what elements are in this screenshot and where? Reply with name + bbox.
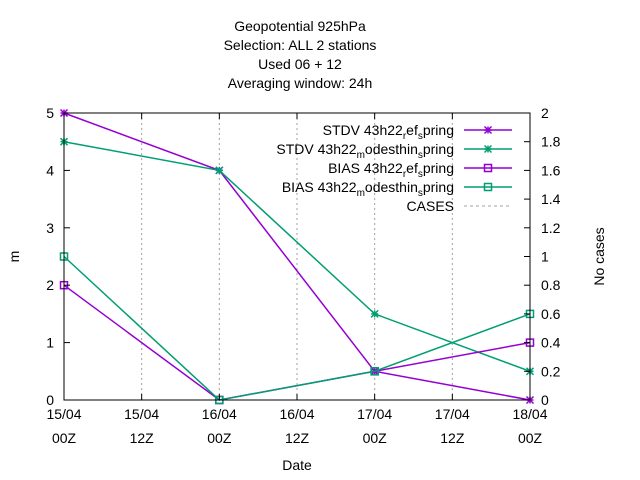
x-tick-label-date: 15/04 <box>124 406 159 422</box>
legend-label-subscript: s <box>418 150 423 161</box>
x-axis: 15/04 00Z 15/04 12Z 16/04 00Z 16/04 12Z 17/04 00Z… <box>46 113 548 446</box>
legend-label-part: CASES <box>407 198 454 214</box>
y-tick-label: 3 <box>46 220 54 236</box>
data-point <box>370 309 379 318</box>
x-tick-label-hour: 12Z <box>440 430 465 446</box>
y2-tick-label: 1.8 <box>541 134 561 150</box>
x-tick-label-date: 18/04 <box>512 406 547 422</box>
y2-tick-label: 0.4 <box>541 335 561 351</box>
y-axis-right: 0 0.2 0.4 0.6 0.8 1 1.2 1.4 1.6 1.8 2 <box>524 105 561 408</box>
legend-label-part: STDV 43h22 <box>276 141 356 157</box>
x-tick-label-hour: 00Z <box>363 430 388 446</box>
legend-label-subscript: s <box>418 169 423 180</box>
legend-label-subscript: m <box>357 188 365 199</box>
legend-label-part: pring <box>423 122 454 138</box>
x-tick-label-date: 16/04 <box>279 406 314 422</box>
y2-tick-label: 0.8 <box>541 277 561 293</box>
legend-label-subscript: r <box>403 169 407 180</box>
legend-label-part: odesthin <box>365 141 418 157</box>
legend-label-part: ef <box>406 122 418 138</box>
legend-label: CASES <box>407 198 454 214</box>
data-point <box>215 166 224 175</box>
x-tick-label-hour: 00Z <box>518 430 543 446</box>
legend-label-subscript: r <box>403 131 407 142</box>
legend-label-part: pring <box>423 141 454 157</box>
chart-title: Geopotential 925hPa Selection: ALL 2 stat… <box>224 18 377 91</box>
legend-label: STDV 43h22modesthinspring <box>276 141 454 161</box>
x-tick-label-hour: 12Z <box>130 430 155 446</box>
title-line: Used 06 + 12 <box>258 56 342 72</box>
title-line: Averaging window: 24h <box>228 75 373 91</box>
y2-axis-label: No cases <box>591 227 607 285</box>
data-point <box>370 367 379 376</box>
x-tick-label-date: 15/04 <box>46 406 81 422</box>
x-axis-label: Date <box>282 457 312 473</box>
y-axis-left: 0 1 2 3 4 5 <box>46 105 70 408</box>
y-tick-label: 5 <box>46 105 54 121</box>
x-tick-label-hour: 00Z <box>52 430 77 446</box>
y2-tick-label: 1.6 <box>541 162 561 178</box>
legend-label-part: ef <box>406 160 418 176</box>
y2-tick-label: 0.2 <box>541 363 561 379</box>
y2-tick-label: 1 <box>541 249 549 265</box>
y-tick-label: 4 <box>46 162 54 178</box>
x-tick-label-date: 17/04 <box>435 406 470 422</box>
legend-label-subscript: m <box>357 150 365 161</box>
y-axis-label: m <box>6 251 22 263</box>
y2-tick-label: 0.6 <box>541 306 561 322</box>
x-tick-label-hour: 12Z <box>285 430 310 446</box>
legend-label-subscript: s <box>418 131 423 142</box>
legend-label: BIAS 43h22modesthinspring <box>282 179 454 199</box>
legend-label: BIAS 43h22refspring <box>328 160 454 180</box>
series-lines <box>59 108 535 405</box>
legend-label-part: STDV 43h22 <box>323 122 403 138</box>
y-tick-label: 2 <box>46 277 54 293</box>
legend-label-part: odesthin <box>365 179 418 195</box>
legend-label-part: pring <box>423 179 454 195</box>
legend-marker <box>483 144 493 154</box>
legend-marker <box>483 125 493 135</box>
legend-label-part: BIAS 43h22 <box>282 179 357 195</box>
series-line <box>63 255 531 401</box>
y2-tick-label: 2 <box>541 105 549 121</box>
y-tick-label: 1 <box>46 335 54 351</box>
series-line <box>63 284 531 401</box>
legend-marker <box>483 182 493 192</box>
x-tick-label-date: 17/04 <box>357 406 392 422</box>
legend-label-part: BIAS 43h22 <box>328 160 403 176</box>
legend-label-subscript: s <box>418 188 423 199</box>
legend-label-part: pring <box>423 160 454 176</box>
y2-tick-label: 1.4 <box>541 191 561 207</box>
series-line <box>63 112 531 401</box>
x-tick-label-hour: 00Z <box>207 430 232 446</box>
x-tick-label-date: 16/04 <box>202 406 237 422</box>
y-tick-label: 0 <box>46 392 54 408</box>
legend-marker <box>483 163 493 173</box>
legend-label: STDV 43h22refspring <box>323 122 454 142</box>
y2-tick-label: 0 <box>541 392 549 408</box>
title-line: Geopotential 925hPa <box>234 18 366 34</box>
title-line: Selection: ALL 2 stations <box>224 37 377 53</box>
y2-tick-label: 1.2 <box>541 220 561 236</box>
